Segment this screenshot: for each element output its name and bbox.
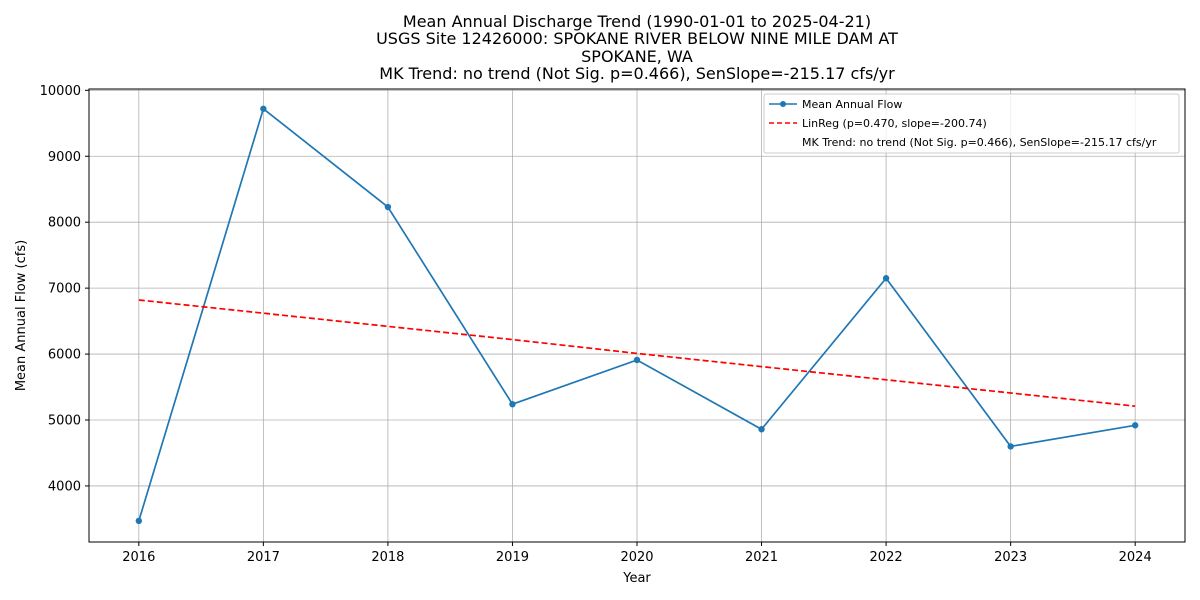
x-tick-label: 2019	[496, 550, 529, 565]
y-tick-label: 8000	[48, 216, 81, 231]
x-tick-label: 2021	[745, 550, 778, 565]
data-point-2022	[882, 275, 890, 282]
y-tick-label: 10000	[40, 84, 81, 99]
x-tick-label: 2023	[994, 550, 1027, 565]
legend-swatch-flow-marker	[780, 101, 786, 107]
legend-box	[763, 93, 1180, 154]
legend: Mean Annual Flow LinReg (p=0.470, slope=…	[763, 93, 1180, 154]
x-tick-label: 2024	[1119, 550, 1152, 565]
tick-layer: 2016 2017 2018 2019 2020 2021 2022 2023 2024 4000…	[40, 84, 1152, 565]
y-axis-label: Mean Annual Flow (cfs)	[14, 240, 29, 391]
title-line-3: SPOKANE, WA	[581, 47, 693, 66]
x-tick-label: 2020	[620, 550, 653, 565]
data-point-2016	[135, 517, 143, 525]
title-line-4: MK Trend: no trend (Not Sig. p=0.466), S…	[379, 64, 895, 83]
y-tick-label: 5000	[48, 414, 81, 429]
legend-label-flow: Mean Annual Flow	[802, 98, 902, 111]
grid-layer	[89, 89, 1185, 542]
legend-label-mk-trend: MK Trend: no trend (Not Sig. p=0.466), S…	[802, 136, 1157, 149]
x-tick-label: 2017	[247, 550, 280, 565]
y-tick-label: 9000	[48, 150, 81, 165]
y-tick-label: 4000	[48, 479, 81, 494]
data-point-2024	[1131, 422, 1139, 429]
chart-title: Mean Annual Discharge Trend (1990-01-01 …	[376, 12, 898, 83]
series-layer	[135, 105, 1139, 525]
x-axis-label: Year	[622, 571, 651, 586]
data-point-2018	[384, 203, 392, 211]
data-point-2023	[1007, 443, 1014, 450]
data-point-2017	[260, 105, 267, 112]
series-line-linreg	[138, 299, 1136, 408]
y-tick-label: 7000	[48, 282, 81, 297]
x-tick-label: 2018	[371, 550, 404, 565]
y-tick-label: 6000	[48, 348, 81, 363]
x-tick-label: 2022	[870, 550, 903, 565]
data-point-2019	[509, 400, 516, 408]
data-point-2020	[633, 356, 641, 364]
data-point-2021	[758, 426, 765, 433]
title-line-1: Mean Annual Discharge Trend (1990-01-01 …	[403, 12, 871, 31]
title-line-2: USGS Site 12426000: SPOKANE RIVER BELOW …	[376, 29, 898, 48]
legend-label-linreg: LinReg (p=0.470, slope=-200.74)	[802, 117, 987, 130]
x-tick-label: 2016	[122, 550, 155, 565]
